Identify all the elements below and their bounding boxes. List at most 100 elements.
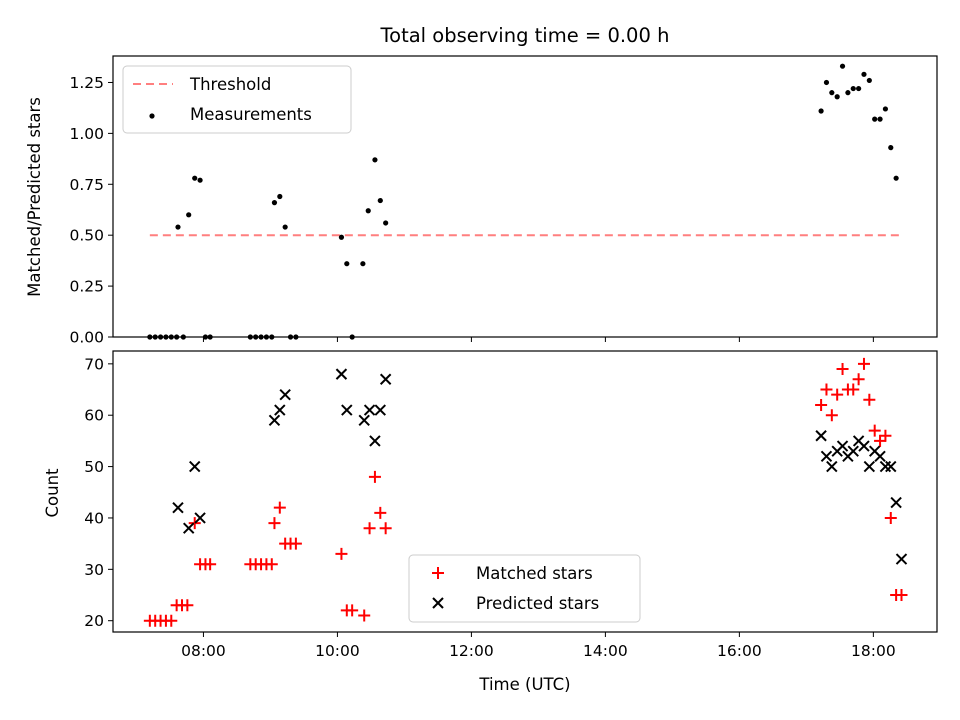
measurement-point [197, 177, 203, 183]
matched-star-point [188, 517, 201, 530]
ratio-plot: Total observing time = 0.00 h Matched/Pr… [25, 24, 938, 347]
measurement-point [872, 116, 878, 122]
count-axis-ticks: 20 30 40 50 60 70 08:00 10:00 12:00 14:00 16:00 18:… [84, 355, 895, 660]
count-legend-box [408, 554, 641, 623]
matched-star-point [165, 614, 178, 627]
matched-legend-swatch [432, 567, 444, 579]
matched-star-point [379, 522, 392, 535]
ratio-y-tick-label: 0.00 [69, 329, 104, 347]
predicted-star-point [858, 440, 870, 452]
matched-legend-label: Matched stars [476, 564, 593, 583]
count-x-tick-label: 18:00 [851, 642, 896, 660]
matched-star-point [181, 599, 194, 612]
count-plot: Count Time (UTC) 20 30 40 50 60 70 08:00 10:00 1… [43, 350, 938, 694]
matched-star-point [374, 506, 387, 519]
predicted-legend-label: Predicted stars [476, 594, 599, 613]
matched-star-point [884, 511, 897, 524]
count-x-tick-label: 12:00 [449, 642, 494, 660]
matched-star-point [335, 547, 348, 560]
matched-star-point [346, 604, 359, 617]
measurement-point [344, 261, 350, 267]
matched-star-point [268, 517, 281, 530]
predicted-star-point [374, 404, 387, 416]
ratio-y-axis-label: Matched/Predicted stars [25, 97, 44, 297]
predicted-star-point [182, 522, 195, 534]
measurement-point [372, 157, 378, 163]
measurement-point [282, 224, 288, 230]
predicted-legend-swatch [432, 597, 444, 609]
matched-star-point [895, 589, 908, 602]
ratio-plot-frame [112, 55, 938, 338]
measurement-point [175, 224, 181, 230]
matched-star-point [847, 383, 860, 396]
ratio-axis-ticks: 0.00 0.25 0.50 0.75 1.00 1.25 [69, 74, 874, 347]
ratio-y-tick-label: 0.50 [69, 227, 104, 245]
measurement-point [271, 200, 278, 206]
predicted-star-point [379, 373, 392, 385]
predicted-star-point [189, 460, 201, 473]
measurement-point [882, 106, 889, 112]
predicted-star-point [815, 430, 827, 442]
matched-star-point [831, 388, 844, 401]
count-y-tick-label: 50 [84, 458, 104, 476]
matched-star-point [825, 409, 838, 422]
count-y-tick-label: 70 [84, 355, 104, 373]
measurement-point [834, 94, 840, 100]
ratio-y-tick-label: 0.25 [69, 278, 104, 296]
predicted-star-point [826, 460, 838, 473]
predicted-star-point [895, 553, 908, 565]
matched-star-point [289, 537, 302, 550]
measurement-point [277, 193, 283, 200]
count-y-tick-label: 40 [84, 509, 104, 527]
predicted-star-point [836, 440, 849, 452]
ratio-y-tick-label: 1.25 [69, 74, 104, 92]
predicted-star-point [335, 368, 348, 380]
count-plot-marks [143, 357, 908, 627]
predicted-star-point [369, 435, 381, 447]
count-x-tick-label: 08:00 [181, 642, 226, 660]
predicted-star-point [890, 496, 902, 509]
predicted-star-point [885, 460, 897, 473]
matched-star-point [874, 434, 887, 447]
predicted-star-point [863, 460, 876, 473]
measurement-point [383, 220, 389, 226]
matched-star-point [852, 373, 865, 386]
predicted-star-point [268, 414, 281, 427]
measurement-point [850, 85, 856, 92]
count-legend: Matched stars Predicted stars [408, 554, 641, 623]
matched-star-point [265, 558, 278, 571]
measurement-point [186, 212, 192, 218]
count-y-tick-label: 60 [84, 407, 104, 425]
ratio-legend: Threshold Measurements [122, 65, 352, 134]
predicted-star-point [279, 388, 291, 401]
matched-star-point [273, 501, 286, 514]
matched-star-point [363, 522, 376, 535]
matched-star-point [879, 429, 892, 442]
count-x-tick-label: 10:00 [315, 642, 360, 660]
threshold-legend-label: Threshold [189, 75, 271, 94]
predicted-star-point [358, 414, 370, 427]
matched-star-point [857, 357, 870, 370]
measurement-point [360, 261, 366, 267]
measurement-point [861, 71, 867, 77]
matched-star-point [358, 609, 371, 622]
matched-star-point [836, 362, 849, 375]
measurement-point [365, 208, 371, 214]
matched-star-point [368, 470, 381, 483]
predicted-star-point [847, 445, 859, 457]
predicted-star-point [820, 450, 833, 463]
measurement-point [823, 79, 830, 86]
matched-star-point [204, 558, 217, 571]
measurement-point [839, 63, 846, 69]
matched-star-point [868, 424, 881, 437]
measurements-legend-label: Measurements [190, 105, 312, 124]
measurement-point [338, 234, 345, 240]
count-y-tick-label: 20 [84, 612, 104, 630]
ratio-y-tick-label: 1.00 [69, 125, 104, 143]
measurement-point [818, 108, 824, 114]
matched-star-point [863, 393, 876, 406]
predicted-star-point [341, 404, 353, 416]
measurement-point [192, 175, 198, 181]
measurement-point [856, 85, 862, 92]
measurement-point [888, 145, 894, 151]
